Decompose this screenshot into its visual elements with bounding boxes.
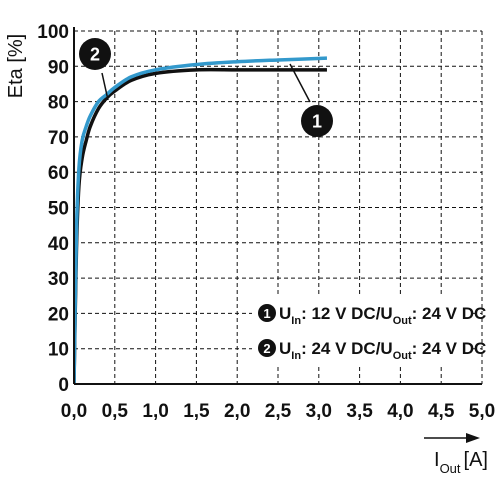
legend: 1 UIn: 12 V DC/UOut: 24 V DC 2 UIn: 24 V…	[252, 296, 486, 366]
legend-item-1: 1 UIn: 12 V DC/UOut: 24 V DC	[258, 304, 486, 327]
x-axis-arrow	[424, 433, 480, 443]
legend-label-2: UIn: 24 V DC/UOut: 24 V DC	[279, 339, 486, 362]
legend-badge-1: 1	[263, 306, 270, 321]
y-axis-label: Eta [%]	[5, 34, 27, 98]
x-axis-label-sub: Out	[440, 461, 461, 476]
y-tick-label: 90	[48, 57, 69, 78]
legend-label-1: UIn: 12 V DC/UOut: 24 V DC	[279, 304, 486, 327]
y-tick-label: 10	[48, 340, 69, 361]
x-tick-label: 2,0	[224, 401, 250, 422]
series-2-callout: 2	[79, 38, 111, 101]
y-tick-label: 70	[48, 128, 69, 149]
y-tick-label: 30	[48, 269, 69, 290]
x-tick-label: 1,5	[183, 401, 210, 422]
x-tick-label: 2,5	[265, 401, 292, 422]
x-axis-label: IOut [A]	[434, 449, 488, 476]
series-lines	[74, 56, 328, 384]
y-tick-label: 100	[37, 22, 69, 43]
legend-item-2: 2 UIn: 24 V DC/UOut: 24 V DC	[258, 339, 486, 362]
x-tick-label: 3,0	[306, 401, 332, 422]
series-2-line	[74, 56, 328, 384]
x-tick-label: 1,0	[142, 401, 168, 422]
series-2-badge-label: 2	[90, 45, 100, 65]
y-tick-label: 80	[48, 93, 69, 114]
x-tick-label: 5,0	[469, 401, 495, 422]
y-tick-label: 0	[58, 375, 69, 396]
series-1-callout: 1	[289, 63, 333, 137]
legend-badge-2: 2	[263, 341, 270, 356]
x-axis-label-unit: [A]	[464, 449, 488, 471]
x-tick-label: 4,5	[428, 401, 455, 422]
x-tick-label: 3,5	[346, 401, 373, 422]
y-tick-label: 50	[48, 199, 69, 220]
x-tick-label: 0,0	[61, 401, 87, 422]
y-tick-label: 60	[48, 163, 69, 184]
tick-labels: 0,0 0,5 1,0 1,5 2,0 2,5 3,0 3,5 4,0 4,5 5,0 0 10 20 30…	[37, 22, 495, 422]
y-tick-label: 40	[48, 234, 69, 255]
x-tick-label: 4,0	[387, 401, 413, 422]
series-1-badge-label: 1	[312, 112, 322, 132]
y-tick-label: 20	[48, 304, 69, 325]
axes	[73, 27, 482, 385]
x-tick-label: 0,5	[102, 401, 129, 422]
x-axis-label-main: I	[434, 449, 440, 471]
